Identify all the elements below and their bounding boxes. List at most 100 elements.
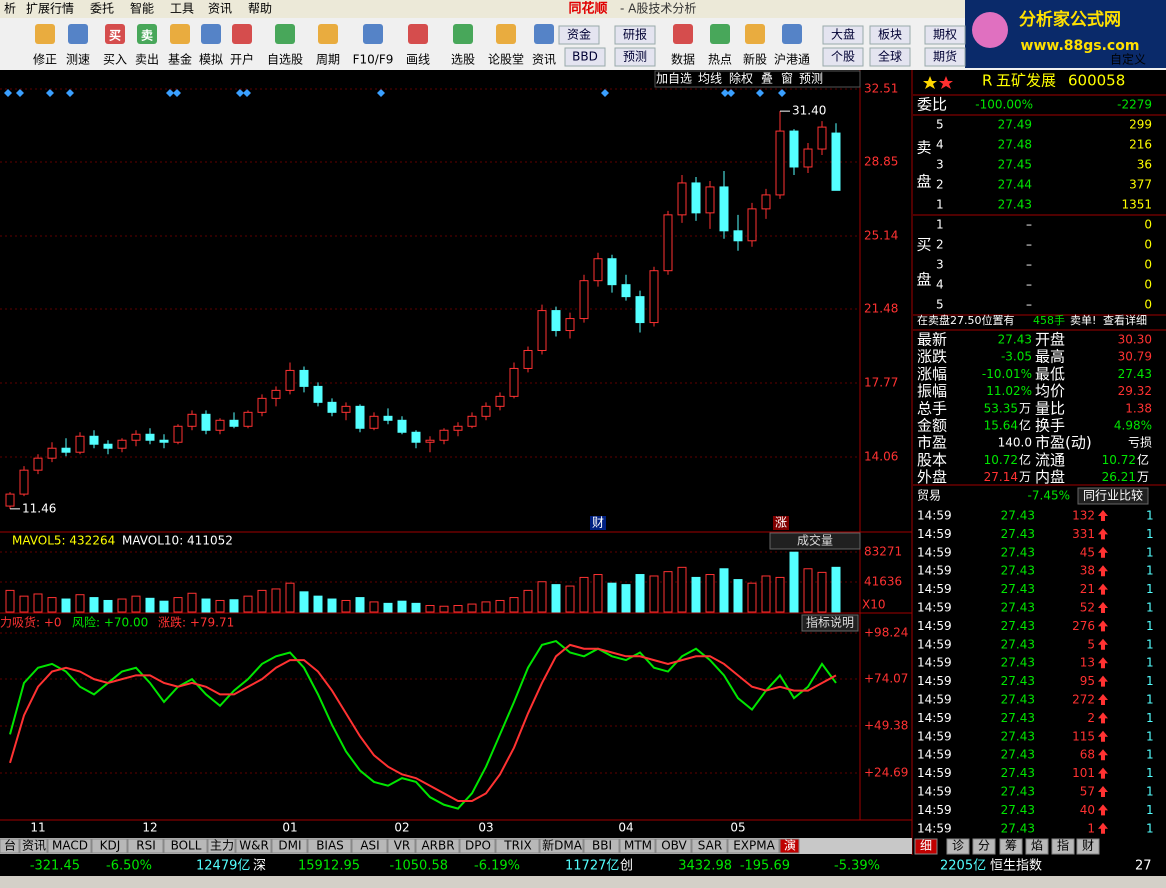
- candle-body: [495, 395, 505, 407]
- tab[interactable]: [19, 838, 48, 854]
- tool-icon[interactable]: [496, 24, 516, 44]
- candle-body: [145, 433, 155, 441]
- tab[interactable]: [0, 838, 20, 854]
- tab[interactable]: [207, 838, 236, 854]
- stat-value: 10.72: [1102, 453, 1136, 467]
- tool-icon[interactable]: [363, 24, 383, 44]
- tab[interactable]: [459, 838, 496, 854]
- tab[interactable]: [495, 838, 540, 854]
- small-button[interactable]: [614, 47, 656, 67]
- tab[interactable]: [539, 838, 584, 854]
- status-item: -6.19%: [474, 859, 520, 874]
- small-button[interactable]: [924, 47, 966, 67]
- quote-tab[interactable]: [999, 838, 1023, 855]
- small-button[interactable]: [564, 47, 606, 67]
- small-button[interactable]: [614, 25, 656, 45]
- tab[interactable]: [271, 838, 308, 854]
- tool-icon[interactable]: [68, 24, 88, 44]
- tick-volume: 57: [1080, 785, 1095, 799]
- tool-icon[interactable]: [105, 24, 125, 44]
- tab[interactable]: [583, 838, 620, 854]
- small-button[interactable]: [558, 25, 600, 45]
- small-button[interactable]: [822, 47, 864, 67]
- tool-label: 热点: [708, 53, 732, 67]
- tool-icon[interactable]: [408, 24, 428, 44]
- tab[interactable]: [387, 838, 416, 854]
- tool-icon[interactable]: [170, 24, 190, 44]
- quote-tab[interactable]: [1051, 838, 1075, 855]
- tick-flag: 1: [1146, 637, 1154, 651]
- tick-volume: 115: [1072, 729, 1095, 743]
- small-button[interactable]: [869, 25, 911, 45]
- level-volume: 299: [1129, 118, 1152, 132]
- quote-tab[interactable]: [1025, 838, 1049, 855]
- level: 3: [936, 258, 944, 272]
- tab[interactable]: [351, 838, 388, 854]
- tool-icon[interactable]: [232, 24, 252, 44]
- stat-value: -10.01%: [982, 367, 1032, 381]
- event-marker[interactable]: [773, 516, 789, 530]
- tick-time: 14:59: [917, 803, 952, 817]
- tool-icon[interactable]: [710, 24, 730, 44]
- tool-icon[interactable]: [782, 24, 802, 44]
- candle-body: [131, 433, 141, 441]
- tab-label: BOLL: [171, 839, 202, 853]
- tab[interactable]: [307, 838, 352, 854]
- small-button[interactable]: [822, 25, 864, 45]
- event-marker[interactable]: [590, 516, 606, 530]
- tool-icon[interactable]: [137, 24, 157, 44]
- tool-icon[interactable]: [534, 24, 554, 44]
- volume-bar: [397, 600, 407, 613]
- tool-icon[interactable]: [745, 24, 765, 44]
- tick-price: 27.43: [1001, 637, 1035, 651]
- tab[interactable]: [655, 838, 692, 854]
- tick-time: 14:59: [917, 619, 952, 633]
- tab[interactable]: [619, 838, 656, 854]
- tool-icon[interactable]: [318, 24, 338, 44]
- candle-body: [173, 425, 183, 443]
- small-button[interactable]: [924, 25, 966, 45]
- tab[interactable]: [727, 838, 780, 854]
- tool-icon[interactable]: [673, 24, 693, 44]
- tick-arrow: [1098, 712, 1108, 724]
- tab[interactable]: [91, 838, 128, 854]
- volume-bar: [285, 582, 295, 613]
- quote-tab[interactable]: [946, 838, 970, 855]
- tick-flag: 1: [1146, 674, 1154, 688]
- candle-body: [75, 435, 85, 453]
- small-button[interactable]: [869, 47, 911, 67]
- tab-label: SAR: [698, 839, 722, 853]
- volume-select[interactable]: [769, 532, 861, 550]
- tool-icon[interactable]: [201, 24, 221, 44]
- tab[interactable]: [779, 838, 800, 854]
- level-price: –: [1026, 238, 1032, 252]
- industry-button[interactable]: [1077, 487, 1149, 505]
- volume-bar: [775, 576, 785, 613]
- status-item: -321.45: [30, 859, 80, 874]
- quote-tab[interactable]: [1076, 838, 1100, 855]
- tool-icon[interactable]: [35, 24, 55, 44]
- tick-time: 14:59: [917, 729, 952, 743]
- status-item: -1050.58: [390, 859, 448, 874]
- tab[interactable]: [235, 838, 272, 854]
- volume-bar: [691, 576, 701, 613]
- side-label: 盘: [916, 173, 931, 191]
- stat-label: 流通: [1035, 451, 1065, 469]
- tab[interactable]: [415, 838, 460, 854]
- tool-icon[interactable]: [275, 24, 295, 44]
- level: 4: [936, 278, 944, 292]
- tab[interactable]: [127, 838, 164, 854]
- tab[interactable]: [691, 838, 728, 854]
- tick-time: 14:59: [917, 766, 952, 780]
- quote-tab[interactable]: [914, 838, 938, 855]
- tick-arrow: [1098, 675, 1108, 687]
- signal-icon: [66, 89, 74, 97]
- tool-label: F10/F9: [353, 53, 394, 67]
- tab[interactable]: [163, 838, 208, 854]
- quote-tab[interactable]: [972, 838, 996, 855]
- tick-price: 27.43: [1001, 582, 1035, 596]
- tool-icon[interactable]: [453, 24, 473, 44]
- help-button[interactable]: [801, 614, 859, 632]
- tab[interactable]: [47, 838, 92, 854]
- level: 3: [936, 158, 944, 172]
